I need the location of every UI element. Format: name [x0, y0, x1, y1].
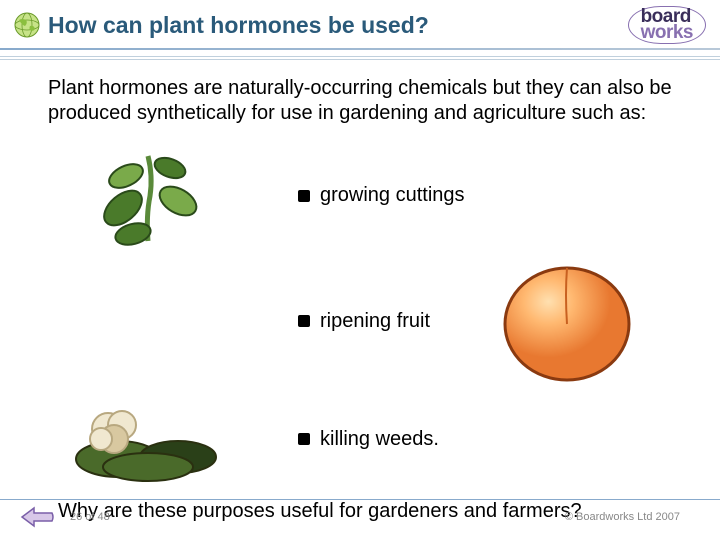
item-row-weeds: killing weeds.: [48, 397, 682, 482]
peach-icon: [492, 254, 682, 389]
header-underline-2: [0, 59, 720, 60]
logo: board works: [628, 6, 706, 44]
header-left: How can plant hormones be used?: [14, 12, 429, 39]
back-button[interactable]: [20, 504, 56, 530]
content: Plant hormones are naturally-occurring c…: [0, 62, 720, 523]
copyright-text: © Boardworks Ltd 2007: [565, 511, 680, 523]
bullet-label: growing cuttings: [320, 184, 465, 207]
bullet-icon: [298, 433, 310, 445]
page-title: How can plant hormones be used?: [48, 12, 429, 39]
item-row-fruit: ripening fruit: [48, 254, 682, 389]
plant-cutting-icon: [48, 146, 248, 246]
bullet-icon: [298, 315, 310, 327]
logo-text-bottom: works: [641, 25, 693, 41]
bullet-label: killing weeds.: [320, 428, 439, 451]
bullet-label: ripening fruit: [320, 310, 430, 333]
intro-text: Plant hormones are naturally-occurring c…: [48, 76, 682, 126]
header-underline-1: [0, 56, 720, 57]
cauliflower-weed-icon: [48, 397, 248, 482]
bullet-icon: [298, 190, 310, 202]
footer-divider: [0, 499, 720, 501]
page-counter: 26 of 48: [70, 511, 110, 523]
item-row-cuttings: growing cuttings: [48, 146, 682, 246]
globe-icon: [14, 12, 40, 38]
header-divider: [0, 48, 720, 50]
header: How can plant hormones be used? board wo…: [0, 0, 720, 48]
footer: 26 of 48 © Boardworks Ltd 2007: [0, 499, 720, 540]
